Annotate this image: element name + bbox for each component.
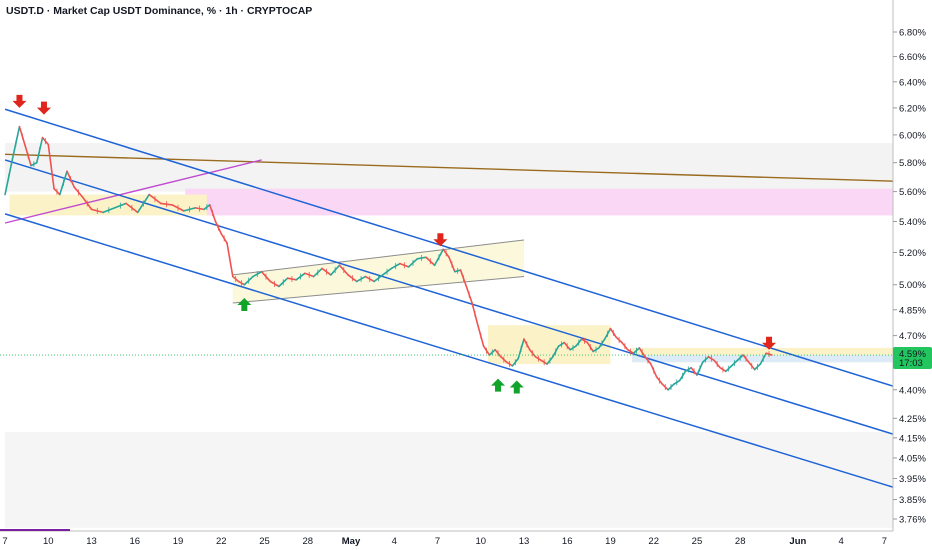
time-tick-label: Jun	[789, 536, 806, 547]
rising-channel-fill	[232, 239, 524, 304]
time-tick-label: 25	[259, 536, 270, 547]
time-tick-label: 16	[129, 536, 140, 547]
arrows-layer	[12, 94, 777, 394]
descending-channel-line-0[interactable]	[4, 108, 899, 389]
trend-line-1[interactable]	[4, 159, 262, 224]
time-tick-label: 25	[692, 536, 703, 547]
time-tick-label: 4	[838, 536, 843, 547]
time-tick-label: 19	[605, 536, 616, 547]
last-price-badge-box	[893, 347, 932, 370]
time-tick-label: 28	[735, 536, 746, 547]
price-tick-label: 3.85%	[899, 495, 926, 506]
time-axis-background	[0, 532, 893, 550]
price-tick-label: 6.20%	[899, 103, 926, 114]
down-arrow-icon	[433, 233, 448, 247]
price-tick-label: 3.76%	[899, 515, 926, 526]
time-tick-label: 16	[562, 536, 573, 547]
price-tick-label: 4.25%	[899, 414, 926, 425]
price-tick-label: 4.05%	[899, 453, 926, 464]
price-axis-background	[893, 0, 932, 550]
descending-channel-line-1[interactable]	[4, 159, 899, 437]
time-tick-label: 7	[2, 536, 7, 547]
price-tick-label: 5.00%	[899, 280, 926, 291]
time-axis[interactable]: 7 10 13 16 19 22 25 28 May 4 7 10 13 16 19 22 25 28 Jun 4 7	[2, 536, 887, 547]
down-arrow-icon	[36, 101, 51, 115]
up-arrow-icon	[509, 380, 524, 394]
price-series-layer	[4, 125, 773, 391]
time-tick-label: 7	[882, 536, 887, 547]
time-tick-label: 7	[435, 536, 440, 547]
down-arrow-icon	[12, 94, 27, 108]
price-tick-label: 4.85%	[899, 305, 926, 316]
volume-bar-indicator	[0, 529, 70, 531]
zone-1	[5, 431, 893, 528]
price-tick-label: 4.15%	[899, 433, 926, 444]
trend-line-0[interactable]	[5, 153, 899, 183]
price-tick-label: 3.95%	[899, 474, 926, 485]
countdown-label: 17:03	[899, 358, 923, 369]
price-tick-label: 6.80%	[899, 28, 926, 39]
price-tick-label: 6.00%	[899, 130, 926, 141]
price-tick-label: 4.70%	[899, 331, 926, 342]
time-tick-label: 22	[648, 536, 659, 547]
down-arrow-icon	[762, 336, 777, 350]
time-tick-label: 13	[86, 536, 97, 547]
price-tick-label: 4.40%	[899, 385, 926, 396]
up-arrow-icon	[491, 378, 506, 392]
zone-4	[487, 325, 611, 365]
zone-2	[185, 188, 893, 216]
time-tick-label: 10	[43, 536, 54, 547]
up-arrow-icon	[237, 297, 252, 311]
time-tick-label: May	[342, 536, 361, 547]
price-tick-label: 6.40%	[899, 77, 926, 88]
chart-title: USDT.D · Market Cap USDT Dominance, % · …	[6, 5, 312, 17]
last-price-badge: 4.59%17:03	[0, 347, 932, 370]
time-tick-label: 19	[173, 536, 184, 547]
price-tick-label: 5.60%	[899, 187, 926, 198]
time-tick-label: 13	[519, 536, 530, 547]
descending-channel-line-2[interactable]	[4, 213, 899, 490]
time-tick-label: 22	[216, 536, 227, 547]
time-tick-label: 28	[302, 536, 313, 547]
price-tick-label: 5.20%	[899, 248, 926, 259]
price-tick-label: 6.60%	[899, 52, 926, 63]
price-tick-label: 5.80%	[899, 158, 926, 169]
price-tick-label: 5.40%	[899, 217, 926, 228]
last-price-label: 4.59%	[899, 349, 926, 360]
rising-channel-upper[interactable]	[232, 239, 525, 276]
time-tick-label: 4	[392, 536, 397, 547]
annotation-lines-layer	[4, 108, 899, 490]
time-tick-label: 10	[475, 536, 486, 547]
